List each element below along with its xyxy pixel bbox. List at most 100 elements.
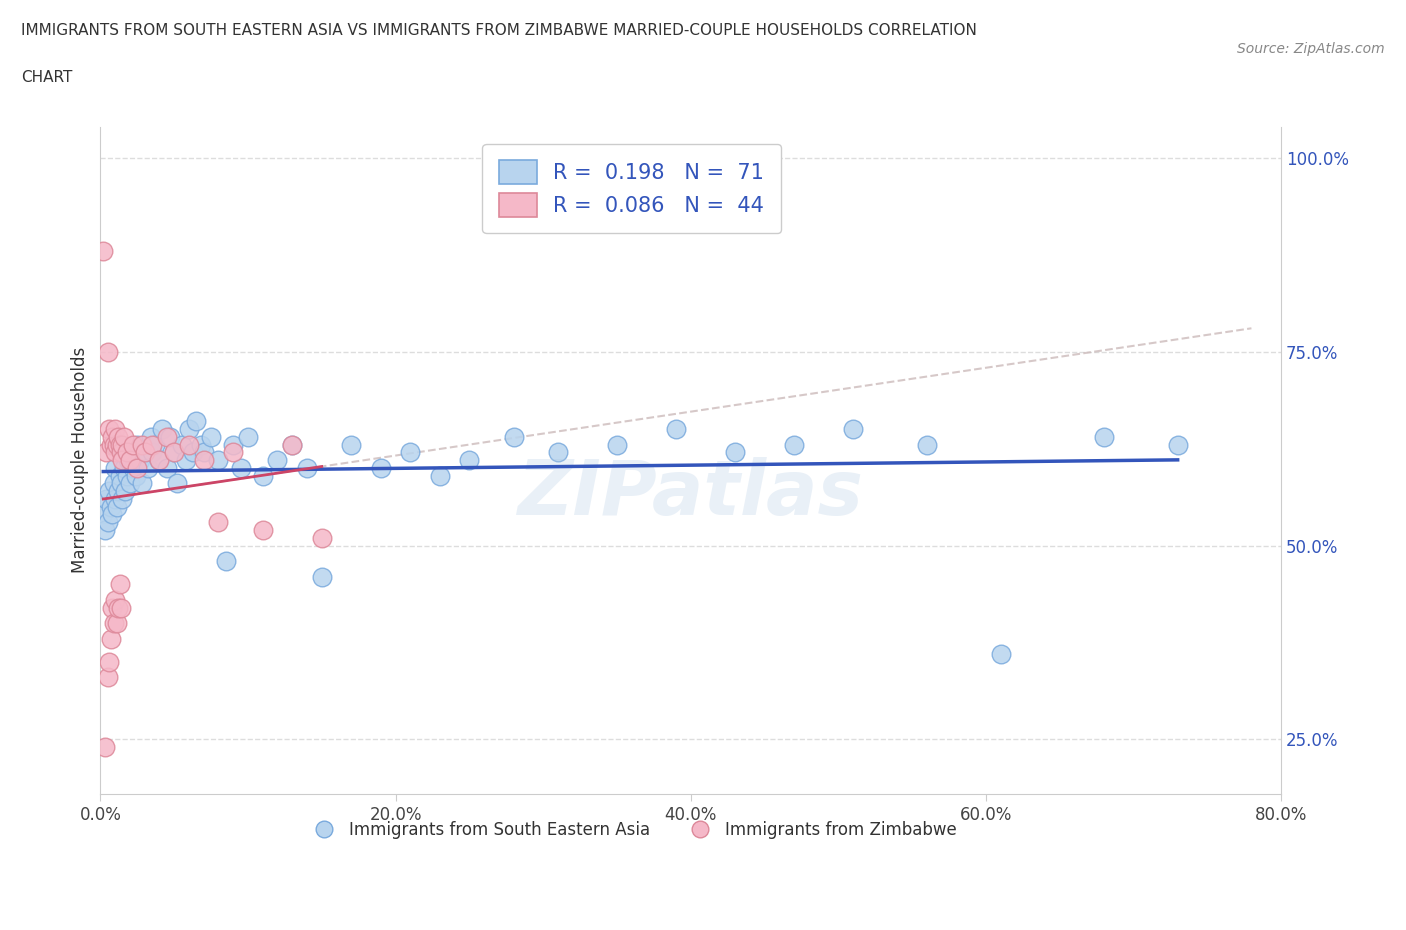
Point	[150, 421, 173, 436]
Point	[163, 445, 186, 459]
Point	[103, 437, 125, 452]
Point	[110, 600, 132, 615]
Point	[163, 445, 186, 459]
Point	[370, 460, 392, 475]
Point	[141, 437, 163, 452]
Point	[115, 469, 138, 484]
Point	[311, 569, 333, 584]
Point	[98, 484, 121, 498]
Point	[121, 460, 143, 475]
Point	[222, 445, 245, 459]
Point	[112, 430, 135, 445]
Point	[229, 460, 252, 475]
Point	[114, 484, 136, 498]
Point	[340, 437, 363, 452]
Point	[91, 244, 114, 259]
Point	[141, 445, 163, 459]
Point	[97, 344, 120, 359]
Point	[174, 453, 197, 468]
Point	[96, 492, 118, 507]
Text: Source: ZipAtlas.com: Source: ZipAtlas.com	[1237, 42, 1385, 56]
Point	[207, 515, 229, 530]
Point	[101, 507, 124, 522]
Point	[665, 421, 688, 436]
Point	[127, 460, 149, 475]
Point	[129, 453, 152, 468]
Point	[100, 437, 122, 452]
Point	[281, 437, 304, 452]
Point	[190, 437, 212, 452]
Point	[139, 430, 162, 445]
Point	[121, 437, 143, 452]
Point	[101, 430, 124, 445]
Point	[105, 499, 128, 514]
Point	[108, 577, 131, 591]
Legend: Immigrants from South Eastern Asia, Immigrants from Zimbabwe: Immigrants from South Eastern Asia, Immi…	[301, 814, 963, 845]
Point	[252, 469, 274, 484]
Point	[104, 445, 127, 459]
Point	[1167, 437, 1189, 452]
Point	[100, 631, 122, 646]
Point	[156, 430, 179, 445]
Point	[115, 445, 138, 459]
Point	[148, 453, 170, 468]
Point	[266, 453, 288, 468]
Point	[110, 476, 132, 491]
Point	[91, 507, 114, 522]
Point	[108, 437, 131, 452]
Point	[281, 437, 304, 452]
Point	[97, 515, 120, 530]
Point	[107, 600, 129, 615]
Text: CHART: CHART	[21, 70, 73, 85]
Point	[222, 437, 245, 452]
Point	[104, 492, 127, 507]
Point	[990, 646, 1012, 661]
Point	[399, 445, 422, 459]
Point	[104, 460, 127, 475]
Point	[125, 469, 148, 484]
Point	[127, 437, 149, 452]
Point	[107, 430, 129, 445]
Point	[94, 739, 117, 754]
Point	[104, 592, 127, 607]
Point	[200, 430, 222, 445]
Point	[915, 437, 938, 452]
Point	[252, 523, 274, 538]
Text: ZIPatlas: ZIPatlas	[517, 457, 863, 530]
Point	[101, 600, 124, 615]
Point	[131, 437, 153, 452]
Point	[193, 453, 215, 468]
Y-axis label: Married-couple Households: Married-couple Households	[72, 347, 89, 573]
Point	[107, 484, 129, 498]
Point	[215, 553, 238, 568]
Point	[143, 437, 166, 452]
Text: IMMIGRANTS FROM SOUTH EASTERN ASIA VS IMMIGRANTS FROM ZIMBABWE MARRIED-COUPLE HO: IMMIGRANTS FROM SOUTH EASTERN ASIA VS IM…	[21, 23, 977, 38]
Point	[111, 437, 134, 452]
Point	[111, 492, 134, 507]
Point	[236, 430, 259, 445]
Point	[170, 437, 193, 452]
Point	[842, 421, 865, 436]
Point	[186, 414, 208, 429]
Point	[458, 453, 481, 468]
Point	[98, 655, 121, 670]
Point	[311, 530, 333, 545]
Point	[1092, 430, 1115, 445]
Point	[98, 421, 121, 436]
Point	[136, 460, 159, 475]
Point	[108, 469, 131, 484]
Point	[177, 421, 200, 436]
Point	[118, 445, 141, 459]
Point	[193, 445, 215, 459]
Point	[148, 453, 170, 468]
Point	[177, 437, 200, 452]
Point	[166, 476, 188, 491]
Point	[429, 469, 451, 484]
Point	[118, 453, 141, 468]
Point	[97, 670, 120, 684]
Point	[111, 453, 134, 468]
Point	[156, 460, 179, 475]
Point	[134, 445, 156, 459]
Point	[110, 445, 132, 459]
Point	[295, 460, 318, 475]
